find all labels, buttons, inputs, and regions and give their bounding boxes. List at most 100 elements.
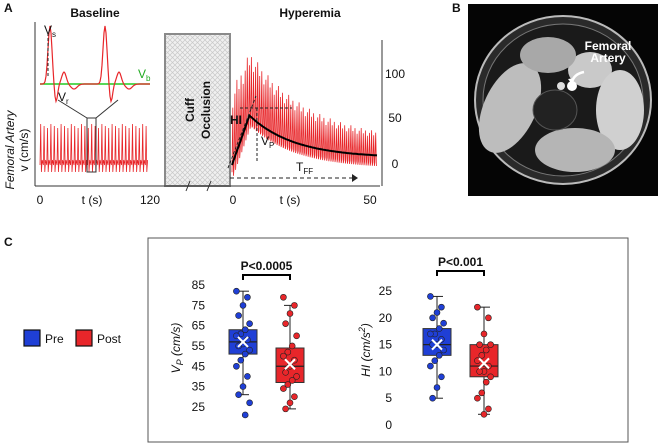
data-point (239, 383, 247, 390)
label-part: V (169, 364, 183, 373)
data-point (282, 405, 289, 413)
label-sup: 2 (357, 327, 367, 333)
data-point (237, 356, 245, 364)
vs-label: Vs (44, 23, 56, 39)
data-point (284, 381, 292, 388)
y-tick-label: 5 (385, 391, 392, 405)
data-point (433, 309, 441, 316)
data-point (427, 330, 434, 338)
data-point (487, 373, 494, 381)
data-point (485, 405, 492, 413)
data-point (286, 310, 294, 317)
zoom-box (86, 117, 97, 173)
vr-label: Vr (58, 90, 69, 106)
data-point (282, 369, 289, 376)
data-point (435, 352, 443, 359)
data-point (482, 378, 490, 386)
data-point (474, 303, 481, 311)
slope-line (227, 95, 257, 169)
data-point (487, 341, 494, 348)
y-tick-label: 25 (192, 400, 206, 414)
panel-frame (147, 237, 629, 443)
panel-label: A (4, 1, 13, 15)
y-tick-label: 0 (385, 418, 392, 432)
data-point (431, 357, 439, 365)
vp-label: VP (261, 134, 274, 150)
data-point (478, 389, 486, 397)
y-tick-label: 15 (379, 338, 393, 352)
y-tick-label: 75 (192, 298, 206, 312)
mri-image (468, 4, 658, 196)
legend-swatch (75, 329, 93, 347)
cuff-label: Occlusion (199, 81, 213, 139)
data-point (235, 391, 242, 398)
data-point (244, 373, 251, 380)
data-point (438, 303, 445, 311)
mean-curve (231, 113, 378, 166)
y-tick-label: 35 (192, 380, 206, 394)
data-point (286, 399, 294, 407)
waveform (231, 57, 377, 176)
panel-label: C (4, 235, 13, 249)
data-point (293, 332, 300, 340)
data-point (429, 314, 436, 322)
mean-marker (431, 338, 443, 351)
axis-break (185, 180, 212, 192)
waveforms (39, 25, 378, 176)
y-axis-label: HI (cm/s2) (357, 323, 373, 377)
data-point (233, 287, 240, 295)
y-tick-label: 10 (379, 364, 393, 378)
x-tick-label: 120 (140, 193, 160, 207)
data-point (435, 325, 443, 332)
data-point (233, 362, 240, 370)
significance-label: P<0.0005 (241, 259, 293, 273)
data-point (246, 320, 253, 327)
data-point (291, 302, 298, 309)
y-tick-label: 65 (192, 319, 206, 333)
data-point (280, 352, 287, 360)
y-tick-label: 25 (379, 284, 393, 298)
data-point (427, 362, 434, 370)
legend-swatch (23, 329, 41, 347)
data-point (476, 368, 483, 375)
baseline-title: Baseline (70, 6, 120, 20)
data-point (241, 326, 249, 334)
label-part: HI (cm/s (359, 332, 373, 377)
data-point (282, 320, 289, 327)
data-point (429, 394, 436, 402)
y-tick-label: 0 (392, 157, 399, 171)
x-tick-label: t (s) (82, 193, 103, 207)
legend-label: Post (97, 332, 122, 346)
x-tick-label: t (s) (280, 193, 301, 207)
data-point (246, 346, 253, 354)
y-tick-label: 20 (379, 311, 393, 325)
data-point (478, 352, 486, 359)
data-point (485, 314, 492, 322)
y-tick-label: 50 (388, 111, 402, 125)
data-point (480, 330, 488, 338)
x-tick-label: 50 (363, 193, 377, 207)
data-point (293, 373, 300, 380)
data-point (476, 341, 483, 348)
y-axis-label: v (cm/s) (17, 129, 31, 172)
label-part: (cm/s) (169, 323, 183, 360)
mean-marker (478, 357, 490, 370)
data-point (291, 393, 298, 401)
waveform (39, 123, 148, 173)
mean-marker (237, 336, 249, 348)
significance-bracket (242, 274, 291, 280)
x-tick-label: 0 (37, 193, 44, 207)
data-point (288, 377, 296, 384)
panel-label: B (452, 1, 461, 15)
significance-bracket (436, 270, 485, 276)
artery-label: Artery (590, 51, 626, 65)
data-point (440, 319, 447, 327)
y-axis-label: VP (cm/s) (169, 323, 185, 374)
data-point (241, 411, 249, 419)
significance-label: P<0.001 (438, 255, 483, 269)
hyperemia-title: Hyperemia (279, 6, 341, 20)
mean-marker (284, 358, 296, 370)
artery-label: Femoral (585, 39, 632, 53)
label-sub: P (175, 359, 185, 365)
